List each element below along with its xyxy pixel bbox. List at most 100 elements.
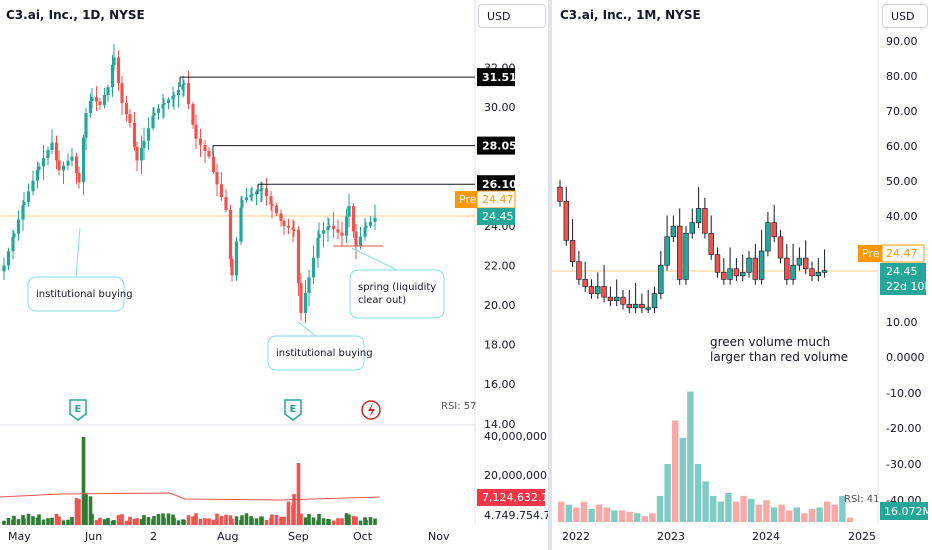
- left-candle: [135, 147, 139, 161]
- left-candle: [296, 229, 301, 284]
- right-candle: [588, 286, 595, 294]
- right-candle: [771, 222, 777, 238]
- left-candle: [347, 206, 351, 217]
- left-candle: [106, 87, 110, 95]
- left-candle: [186, 83, 191, 105]
- left-candle: [368, 221, 373, 226]
- left-volume-bar: [224, 514, 228, 525]
- left-candle: [16, 219, 21, 234]
- left-candle: [171, 95, 175, 100]
- right-volume-bar: [755, 504, 762, 522]
- left-level-label-bg: [477, 136, 515, 155]
- left-annotation-pointer: [351, 247, 398, 271]
- left-candle: [358, 236, 363, 246]
- left-chart-panel[interactable]: C3.ai, Inc., 1D, NYSE USD 32.00 30.00 24.0…: [0, 0, 548, 550]
- left-candle: [299, 283, 303, 313]
- left-candle: [162, 103, 166, 105]
- right-annotation-line1: green volume much: [710, 335, 830, 349]
- left-volume-bar: [194, 513, 198, 525]
- left-volume-bar: [74, 498, 79, 525]
- left-currency-button[interactable]: USD: [478, 4, 546, 28]
- left-volume-bar: [219, 516, 224, 525]
- right-candle: [651, 293, 658, 309]
- left-level-label-bg: [477, 68, 515, 87]
- right-volume-bar: [801, 513, 808, 522]
- right-volume-bar: [846, 517, 854, 522]
- left-volume-bar: [6, 517, 11, 525]
- right-volume-bar: [824, 501, 831, 522]
- left-volume-average-line: [0, 492, 381, 501]
- right-volume-bar: [816, 507, 823, 522]
- left-candle: [120, 83, 124, 104]
- left-candle: [88, 101, 93, 113]
- right-x-tick-label: 2023: [657, 530, 685, 543]
- left-volume-bar: [37, 514, 41, 525]
- left-volume-bar: [46, 518, 50, 525]
- left-pre-price: 24.47: [482, 193, 514, 206]
- left-volume-bar: [22, 518, 26, 525]
- left-volume-bar: [207, 518, 211, 525]
- right-candle: [576, 261, 582, 280]
- left-last-price-bg: [477, 208, 515, 225]
- left-volume-bar: [54, 513, 59, 525]
- left-volume-bar: [132, 518, 137, 525]
- left-candle: [172, 95, 176, 97]
- right-candle: [689, 222, 695, 234]
- right-rsi-label: RSI: 41: [844, 494, 880, 505]
- left-candle: [363, 227, 367, 237]
- right-chart-panel[interactable]: C3.ai, Inc., 1M, NYSE USD 90.00 80.00 70.0…: [552, 0, 932, 550]
- left-volume-bar: [358, 520, 363, 525]
- left-candle: [112, 57, 116, 65]
- right-chart-svg[interactable]: 90.00 80.00 70.00 60.00 50.00 40.00 10.00 0.000…: [552, 0, 932, 550]
- left-candle: [98, 101, 102, 106]
- left-volume-last-bg: [477, 489, 545, 506]
- right-pre-price: 24.47: [886, 247, 918, 260]
- left-chart-svg[interactable]: 32.0030.0024.0022.0020.0018.0016.0014.00…: [0, 0, 548, 550]
- panel-divider[interactable]: [548, 0, 552, 550]
- left-y-tick-label: 30.00: [484, 101, 516, 114]
- left-candle: [215, 172, 219, 185]
- left-volume-bar: [182, 519, 186, 525]
- left-candle: [22, 202, 26, 206]
- left-candle: [303, 292, 308, 313]
- right-volume-bar: [687, 391, 694, 522]
- right-volume-last-bg: [880, 502, 928, 520]
- left-annotation-pointer: [297, 321, 317, 337]
- left-volume-bar: [244, 513, 249, 525]
- left-candle: [364, 225, 368, 228]
- left-y-tick-label: 22.00: [484, 259, 516, 272]
- right-currency-button[interactable]: USD: [882, 4, 928, 28]
- left-volume-bar: [347, 514, 351, 525]
- left-volume-bar: [336, 518, 340, 525]
- left-volume-bar: [250, 518, 254, 525]
- left-candle: [74, 156, 79, 174]
- left-x-tick-label: Nov: [428, 530, 450, 543]
- right-last-price: 24.45: [886, 265, 918, 278]
- left-candle: [54, 142, 59, 161]
- right-candle: [777, 236, 784, 259]
- right-annotation-line2: larger than red volume: [710, 350, 848, 364]
- left-pre-tag: Pre: [459, 193, 477, 206]
- right-volume-bar: [649, 513, 656, 522]
- right-candle: [733, 268, 740, 277]
- left-candle: [331, 225, 336, 230]
- left-candle: [340, 232, 344, 236]
- left-volume-bar: [340, 518, 344, 525]
- left-candle: [50, 142, 54, 150]
- left-volume-bar: [260, 516, 264, 525]
- left-volume-bar: [317, 513, 321, 525]
- right-candle: [569, 240, 576, 262]
- left-annotation-text: spring (liquidity: [358, 282, 436, 293]
- left-candle: [219, 184, 224, 198]
- right-volume-bar: [672, 420, 679, 522]
- left-candle: [327, 225, 331, 228]
- left-candle: [66, 160, 70, 166]
- left-volume-bar: [303, 517, 308, 525]
- left-volume-bar: [321, 518, 326, 525]
- left-candle: [6, 251, 11, 266]
- left-volume-bar: [16, 519, 21, 525]
- left-candle: [2, 265, 6, 272]
- left-volume-bar: [240, 515, 244, 525]
- right-candle: [714, 254, 721, 273]
- right-candle: [557, 186, 563, 202]
